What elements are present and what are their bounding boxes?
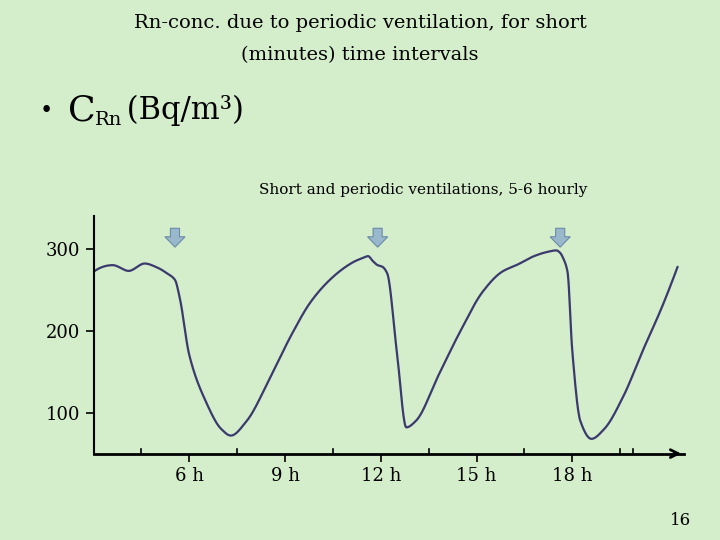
Text: C: C bbox=[68, 94, 96, 127]
Text: Rn-conc. due to periodic ventilation, for short: Rn-conc. due to periodic ventilation, fo… bbox=[134, 14, 586, 31]
Text: •: • bbox=[40, 100, 53, 122]
Text: (minutes) time intervals: (minutes) time intervals bbox=[241, 46, 479, 64]
Text: Short and periodic ventilations, 5-6 hourly: Short and periodic ventilations, 5-6 hou… bbox=[259, 183, 588, 197]
Text: (Bq/m³): (Bq/m³) bbox=[117, 95, 244, 126]
Text: Rn: Rn bbox=[95, 111, 122, 130]
Text: 16: 16 bbox=[670, 512, 691, 529]
